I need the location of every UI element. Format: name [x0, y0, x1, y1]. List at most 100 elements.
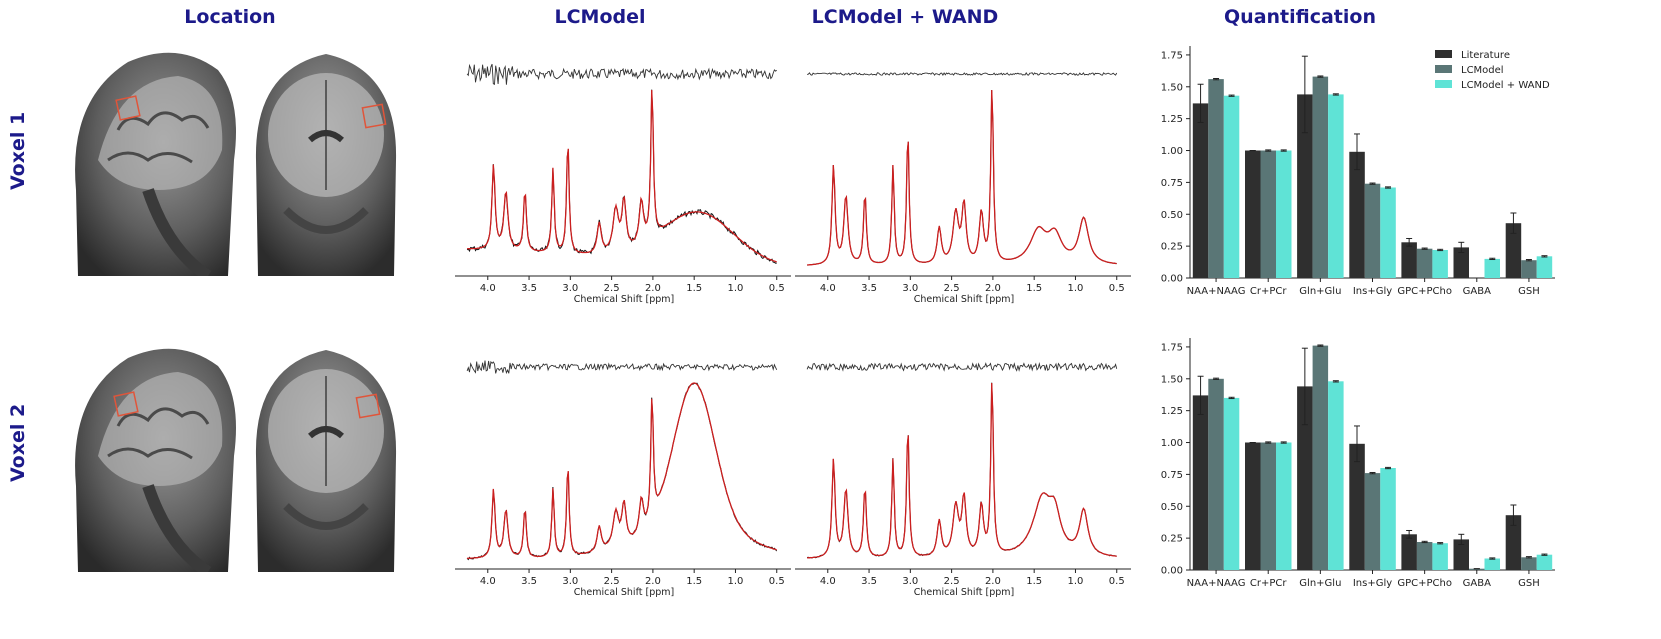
y-tick-label: 0.25: [1161, 534, 1183, 545]
spectrum-lcmodel-voxel-2: 4.0 3.5 3.0 2.5 2.0 1.5 1.0 0.5 Chemical Shift […: [455, 360, 791, 598]
spectrum-tick-label: 2.0: [985, 576, 1001, 587]
spectrum-tick-label: 2.0: [985, 283, 1001, 294]
bar-lcmodel-wand-gln-glu: [1328, 381, 1344, 570]
y-tick-label: 1.25: [1161, 114, 1183, 125]
bar-literature-cr-pcr: [1245, 442, 1261, 570]
bar-literature-gaba: [1453, 247, 1469, 278]
spectrum-xlabel: Chemical Shift [ppm]: [914, 587, 1014, 598]
bar-lcmodel-gaba: [1469, 568, 1485, 570]
bar-literature-gpc-pcho: [1401, 242, 1417, 278]
bar-lcmodel-wand-gsh: [1536, 554, 1553, 570]
spectrum-tick-label: 2.5: [944, 576, 960, 587]
x-tick-label: GSH: [1518, 578, 1540, 589]
bar-lcmodel-wand-gpc-pcho: [1432, 250, 1448, 278]
bar-lcmodel-wand-gsh: [1536, 256, 1553, 278]
fitted-spectrum: [467, 89, 777, 263]
spectrum-tick-label: 4.0: [820, 283, 836, 294]
x-tick-label: GPC+PCho: [1397, 286, 1452, 297]
spectrum-tick-label: 0.5: [1109, 576, 1125, 587]
y-tick-label: 1.00: [1161, 438, 1183, 449]
x-tick-label: Gln+Glu: [1299, 286, 1341, 297]
bar-lcmodel-wand-gln-glu: [1328, 94, 1344, 279]
bar-lcmodel-wand-naa-naag: [1223, 397, 1240, 570]
legend-swatch: [1435, 80, 1452, 88]
column-title-lcmodel-wand: LCModel + WAND: [811, 6, 999, 28]
bar-literature-gpc-pcho: [1401, 534, 1417, 570]
x-tick-label: GABA: [1463, 286, 1491, 297]
spectrum-tick-label: 3.5: [521, 576, 537, 587]
spectrum-tick-label: 4.0: [480, 283, 496, 294]
spectrum-lcmodel-wand-voxel-1: 4.0 3.5 3.0 2.5 2.0 1.5 1.0 0.5 Chemical Shift […: [795, 72, 1131, 305]
quantification-chart-voxel-1: 0.00 0.25 0.50 0.75 1.00 1.25 1.50 1.75 NAA+NAAG…: [1161, 46, 1555, 297]
bar-lcmodel-wand-cr-pcr: [1276, 442, 1292, 570]
spectrum-tick-label: 2.0: [645, 283, 661, 294]
residual-trace: [466, 360, 778, 375]
spectrum-tick-label: 1.0: [728, 283, 744, 294]
spectrum-lcmodel-voxel-1: 4.0 3.5 3.0 2.5 2.0 1.5 1.0 0.5 Chemical Shift […: [455, 63, 791, 305]
spectrum-tick-label: 3.0: [562, 283, 578, 294]
spectrum-tick-label: 4.0: [820, 576, 836, 587]
bar-lcmodel-gpc-pcho: [1416, 248, 1433, 278]
bar-lcmodel-wand-gaba: [1484, 558, 1500, 570]
bar-lcmodel-gsh: [1521, 260, 1537, 278]
x-tick-label: GABA: [1463, 578, 1491, 589]
column-title-quantification: Quantification: [1224, 6, 1376, 28]
quantification-chart-voxel-2: 0.00 0.25 0.50 0.75 1.00 1.25 1.50 1.75 NAA+NAAG…: [1161, 338, 1555, 589]
y-tick-label: 0.75: [1161, 178, 1183, 189]
spectrum-tick-label: 1.5: [686, 283, 702, 294]
y-tick-label: 0.25: [1161, 242, 1183, 253]
bar-lcmodel-cr-pcr: [1260, 442, 1276, 570]
spectrum-tick-label: 3.0: [902, 283, 918, 294]
bar-literature-gsh: [1505, 223, 1522, 278]
bar-lcmodel-ins-gly: [1364, 473, 1381, 570]
voxel-box: [113, 391, 139, 417]
y-tick-label: 1.50: [1161, 82, 1183, 93]
spectrum-tick-label: 2.5: [604, 283, 620, 294]
spectrum-tick-label: 4.0: [480, 576, 496, 587]
legend-label: LCModel: [1461, 65, 1504, 76]
bar-lcmodel-gpc-pcho: [1416, 542, 1433, 570]
bar-literature-cr-pcr: [1245, 150, 1261, 278]
coronal-mri-voxel-2: [246, 336, 406, 572]
sagittal-mri-voxel-2: [58, 336, 242, 572]
fitted-spectrum: [467, 382, 777, 559]
y-tick-label: 1.25: [1161, 406, 1183, 417]
spectrum-xlabel: Chemical Shift [ppm]: [574, 587, 674, 598]
spectrum-tick-label: 2.0: [645, 576, 661, 587]
row-label-voxel-1: Voxel 1: [7, 111, 29, 190]
residual-trace: [807, 72, 1118, 76]
bar-lcmodel-wand-ins-gly: [1380, 187, 1396, 278]
y-tick-label: 0.00: [1161, 274, 1183, 285]
voxel-box: [361, 103, 387, 129]
spectrum-tick-label: 0.5: [769, 576, 785, 587]
spectrum-tick-label: 0.5: [1109, 283, 1125, 294]
legend-swatch: [1435, 65, 1452, 73]
x-tick-label: Ins+Gly: [1353, 286, 1392, 297]
bar-lcmodel-ins-gly: [1364, 183, 1381, 278]
measured-spectrum: [466, 382, 778, 561]
residual-trace: [806, 362, 1118, 372]
spectrum-tick-label: 2.5: [944, 283, 960, 294]
bar-literature-ins-gly: [1349, 151, 1365, 278]
y-tick-label: 0.50: [1161, 502, 1183, 513]
legend-swatch: [1435, 50, 1452, 58]
measured-spectrum: [466, 89, 777, 264]
row-label-voxel-2: Voxel 2: [7, 403, 29, 482]
y-tick-label: 0.75: [1161, 470, 1183, 481]
fitted-spectrum: [807, 89, 1117, 266]
bar-lcmodel-wand-ins-gly: [1380, 468, 1396, 570]
bar-lcmodel-naa-naag: [1208, 378, 1224, 570]
spectrum-tick-label: 1.0: [1068, 576, 1084, 587]
spectrum-tick-label: 2.5: [604, 576, 620, 587]
x-tick-label: Ins+Gly: [1353, 578, 1392, 589]
spectrum-tick-label: 1.0: [728, 576, 744, 587]
bar-lcmodel-gln-glu: [1312, 76, 1329, 278]
spectrum-xlabel: Chemical Shift [ppm]: [914, 294, 1014, 305]
spectrum-lcmodel-wand-voxel-2: 4.0 3.5 3.0 2.5 2.0 1.5 1.0 0.5 Chemical Shift […: [795, 362, 1131, 598]
spectrum-tick-label: 1.5: [686, 576, 702, 587]
spectrum-tick-label: 1.0: [1068, 283, 1084, 294]
x-tick-label: Gln+Glu: [1299, 578, 1341, 589]
voxel-box: [355, 393, 381, 419]
bar-lcmodel-wand-naa-naag: [1223, 95, 1240, 278]
